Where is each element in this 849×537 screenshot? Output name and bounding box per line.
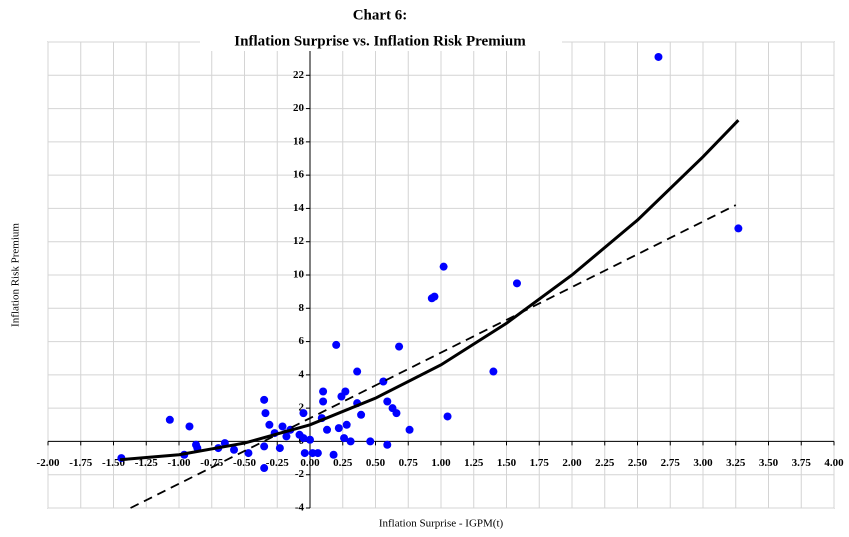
scatter-point bbox=[379, 377, 388, 386]
scatter-point bbox=[512, 279, 521, 288]
y-tick-label: 10 bbox=[293, 269, 305, 281]
y-tick-label: 2 bbox=[299, 402, 305, 414]
x-tick-label: 0.50 bbox=[366, 457, 386, 469]
x-tick-label: 2.75 bbox=[661, 457, 681, 469]
scatter-point bbox=[260, 464, 269, 473]
scatter-point bbox=[299, 434, 308, 443]
y-tick-label: 14 bbox=[293, 202, 305, 214]
scatter-point bbox=[260, 395, 269, 404]
x-axis-label: Inflation Surprise - IGPM(t) bbox=[379, 518, 504, 530]
x-tick-label: 0.75 bbox=[399, 457, 419, 469]
scatter-point bbox=[353, 367, 362, 376]
scatter-point bbox=[300, 449, 309, 458]
scatter-point bbox=[319, 387, 328, 396]
scatter-point bbox=[244, 449, 253, 458]
scatter-point bbox=[299, 409, 308, 418]
x-tick-label: 3.50 bbox=[759, 457, 779, 469]
scatter-point bbox=[405, 425, 414, 434]
scatter-point bbox=[282, 432, 291, 441]
scatter-point bbox=[260, 442, 269, 451]
x-tick-label: -1.00 bbox=[168, 457, 191, 469]
scatter-point bbox=[357, 410, 366, 419]
chart-title: Chart 6: bbox=[353, 7, 408, 23]
scatter-point bbox=[165, 415, 174, 424]
scatter-point bbox=[340, 434, 349, 443]
x-tick-label: -0.50 bbox=[233, 457, 256, 469]
y-tick-label: 16 bbox=[293, 169, 305, 181]
scatter-point bbox=[443, 412, 452, 421]
x-tick-label: -0.25 bbox=[266, 457, 289, 469]
x-tick-label: 2.00 bbox=[562, 457, 582, 469]
x-tick-label: 1.00 bbox=[431, 457, 451, 469]
scatter-point bbox=[329, 450, 338, 459]
scatter-point bbox=[430, 292, 439, 301]
scatter-point bbox=[319, 397, 328, 406]
scatter-point bbox=[332, 340, 341, 349]
scatter-point bbox=[230, 445, 239, 454]
scatter-point bbox=[383, 440, 392, 449]
y-tick-label: 6 bbox=[299, 335, 305, 347]
scatter-point bbox=[313, 449, 322, 458]
x-tick-label: 1.25 bbox=[464, 457, 484, 469]
scatter-point bbox=[654, 52, 663, 61]
scatter-point bbox=[366, 437, 375, 446]
x-tick-label: 1.50 bbox=[497, 457, 517, 469]
x-tick-label: 3.00 bbox=[693, 457, 713, 469]
y-tick-label: -2 bbox=[295, 468, 305, 480]
y-tick-label: 12 bbox=[293, 235, 305, 247]
x-tick-label: -1.75 bbox=[69, 457, 92, 469]
scatter-point bbox=[342, 420, 351, 429]
scatter-point bbox=[395, 342, 404, 351]
y-tick-label: 20 bbox=[293, 102, 305, 114]
scatter-point bbox=[734, 224, 743, 233]
scatter-point bbox=[489, 367, 498, 376]
title-backdrop bbox=[200, 33, 562, 51]
x-tick-label: 2.50 bbox=[628, 457, 648, 469]
x-tick-label: 3.25 bbox=[726, 457, 746, 469]
scatter-point bbox=[346, 437, 355, 446]
x-tick-label: 2.25 bbox=[595, 457, 615, 469]
scatter-point bbox=[278, 422, 287, 431]
scatter-point bbox=[392, 409, 401, 418]
scatter-point bbox=[185, 422, 194, 431]
y-tick-label: 4 bbox=[299, 368, 305, 380]
trend-line bbox=[119, 119, 740, 462]
x-tick-label: -0.75 bbox=[200, 457, 223, 469]
scatter-point bbox=[341, 387, 350, 396]
y-axis-label: Inflation Risk Premium bbox=[10, 223, 22, 327]
y-tick-label: -4 bbox=[295, 502, 305, 514]
scatter-point bbox=[439, 262, 448, 271]
x-tick-label: 4.00 bbox=[824, 457, 844, 469]
scatter-point bbox=[265, 420, 274, 429]
x-tick-label: 3.75 bbox=[792, 457, 812, 469]
trend-line bbox=[130, 204, 737, 509]
chart-subtitle: Inflation Surprise vs. Inflation Risk Pr… bbox=[234, 33, 526, 49]
scatter-point bbox=[334, 424, 343, 433]
scatter-point bbox=[261, 409, 270, 418]
x-tick-label: -1.25 bbox=[135, 457, 158, 469]
scatter-point bbox=[383, 397, 392, 406]
scatter-point bbox=[306, 435, 314, 444]
y-tick-label: 8 bbox=[299, 302, 305, 314]
scatter-point bbox=[323, 425, 332, 434]
y-tick-label: 22 bbox=[293, 69, 305, 81]
y-tick-label: 18 bbox=[293, 135, 305, 147]
scatter-point bbox=[275, 444, 284, 453]
x-tick-label: 1.75 bbox=[530, 457, 550, 469]
x-tick-label: 0.25 bbox=[333, 457, 353, 469]
x-tick-label: -2.00 bbox=[37, 457, 60, 469]
